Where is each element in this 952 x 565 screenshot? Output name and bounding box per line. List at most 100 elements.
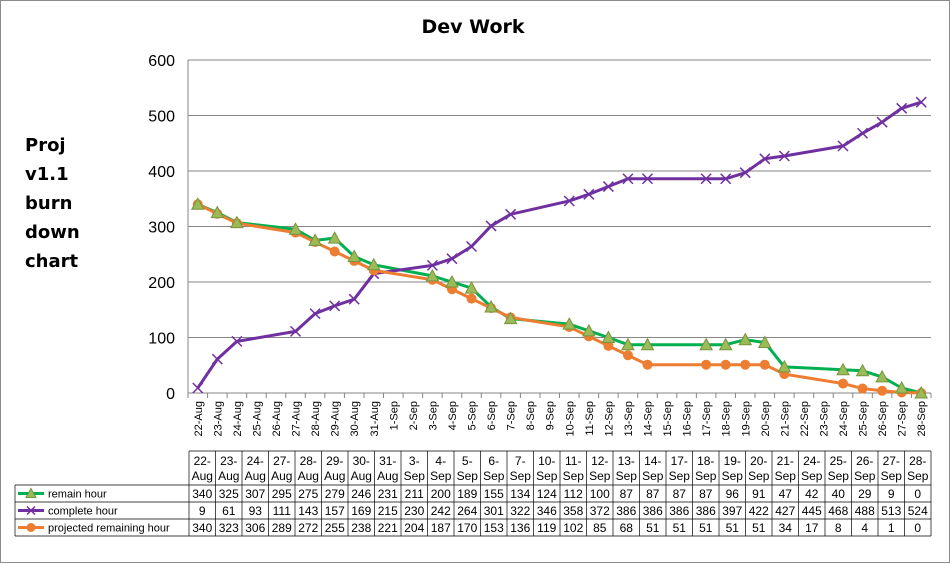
- data-point-x: [876, 116, 888, 128]
- table-header-cell: Sep: [801, 469, 823, 483]
- data-point-x: [896, 102, 908, 114]
- table-cell: 215: [378, 504, 398, 518]
- table-cell: 9: [199, 504, 206, 518]
- table-header-cell: 3-: [409, 454, 420, 468]
- table-header-cell: Sep: [828, 469, 850, 483]
- table-cell: 9: [888, 487, 895, 501]
- table-header-cell: 23-: [220, 454, 237, 468]
- data-point-triangle: [777, 359, 792, 373]
- table-cell: 155: [484, 487, 504, 501]
- series-lines: [190, 96, 929, 399]
- x-tick-label: 24-Aug: [232, 401, 244, 436]
- table-cell: 427: [775, 504, 795, 518]
- data-point-x: [700, 173, 712, 185]
- table-header-cell: 22-: [194, 454, 211, 468]
- y-tick-label: 400: [148, 164, 175, 181]
- data-point-triangle: [464, 281, 479, 294]
- data-point-x: [290, 325, 302, 337]
- table-cell: 272: [298, 521, 318, 535]
- table-cell: 422: [749, 504, 769, 518]
- table-cell: 87: [646, 487, 660, 501]
- data-point-x: [837, 140, 849, 152]
- data-point-triangle: [621, 337, 635, 351]
- table-cell: 386: [643, 504, 663, 518]
- table-header-cell: 27-: [883, 454, 900, 468]
- table-cell: 111: [273, 504, 292, 518]
- data-point-x: [465, 240, 478, 253]
- table-cell: 189: [457, 487, 477, 501]
- x-tick-label: 4-Sep: [447, 401, 459, 430]
- x-tick-label: 8-Sep: [525, 401, 537, 430]
- data-point-x: [778, 150, 790, 162]
- table-cell: 40: [832, 487, 846, 501]
- data-point-circle: [838, 378, 849, 389]
- table-cell: 42: [805, 487, 819, 501]
- data-point-x: [739, 167, 751, 179]
- table-cell: 306: [245, 521, 265, 535]
- data-point-triangle: [894, 380, 909, 394]
- table-header-cell: Sep: [695, 469, 717, 483]
- data-point-circle: [466, 293, 477, 304]
- data-point-triangle: [366, 257, 381, 271]
- table-cell: 200: [431, 487, 451, 501]
- data-point-triangle: [914, 385, 929, 399]
- table-header-cell: 14-: [644, 454, 661, 468]
- table-header-cell: 19-: [724, 454, 741, 468]
- table-cell: 246: [351, 487, 371, 501]
- data-point-x: [622, 173, 634, 185]
- data-point-x: [231, 335, 243, 347]
- x-tick-label: 11-Sep: [584, 401, 596, 436]
- data-point-x: [426, 259, 438, 271]
- table-cell: 51: [699, 521, 713, 535]
- data-point-x: [505, 208, 517, 220]
- data-point-triangle: [347, 249, 362, 262]
- table-cell: 445: [802, 504, 822, 518]
- data-point-x: [485, 220, 497, 232]
- data-point-x: [602, 181, 614, 193]
- table-header-cell: 13-: [618, 454, 635, 468]
- table-cell: 91: [752, 487, 766, 501]
- table-header-cell: Sep: [907, 469, 929, 483]
- data-point-triangle: [425, 268, 440, 282]
- data-point-triangle: [640, 337, 655, 351]
- data-point-triangle: [190, 197, 205, 210]
- data-point-triangle: [210, 205, 225, 219]
- table-cell: 87: [673, 487, 687, 501]
- table-cell: 102: [563, 521, 583, 535]
- data-point-x: [759, 153, 771, 165]
- data-point-circle: [857, 383, 868, 394]
- x-tick-label: 28-Sep: [916, 401, 928, 436]
- table-cell: 112: [564, 487, 583, 501]
- table-header-cell: Sep: [775, 469, 797, 483]
- data-point-circle: [642, 359, 653, 370]
- legend-key-marker: [26, 505, 36, 516]
- table-cell: 170: [457, 521, 477, 535]
- data-point-triangle: [875, 369, 889, 383]
- data-point-x: [192, 382, 204, 394]
- side-label: Proj v1.1 burn down chart: [25, 135, 80, 272]
- legend-label: complete hour: [48, 506, 118, 518]
- table-cell: 51: [726, 521, 740, 535]
- table-header-cell: Sep: [669, 469, 691, 483]
- table-header-cell: Sep: [563, 469, 585, 483]
- data-point-circle: [622, 350, 633, 361]
- table-cell: 61: [222, 504, 236, 518]
- table-cell: 231: [378, 487, 398, 501]
- table-cell: 289: [272, 521, 292, 535]
- table-header-cell: Sep: [616, 469, 638, 483]
- data-point-triangle: [288, 222, 303, 235]
- x-tick-label: 25-Aug: [251, 401, 263, 436]
- data-point-triangle: [601, 330, 616, 343]
- x-tick-label: 15-Sep: [662, 401, 674, 436]
- table-cell: 87: [699, 487, 713, 501]
- table-cell: 275: [298, 487, 318, 501]
- table-cell: 242: [431, 504, 451, 518]
- table-header-cell: Sep: [881, 469, 903, 483]
- data-point-circle: [877, 385, 888, 396]
- data-point-circle: [720, 359, 731, 370]
- table-header-cell: Aug: [245, 469, 266, 483]
- x-tick-label: 13-Sep: [623, 401, 635, 436]
- data-point-triangle: [484, 299, 498, 313]
- data-point-triangle: [327, 231, 342, 244]
